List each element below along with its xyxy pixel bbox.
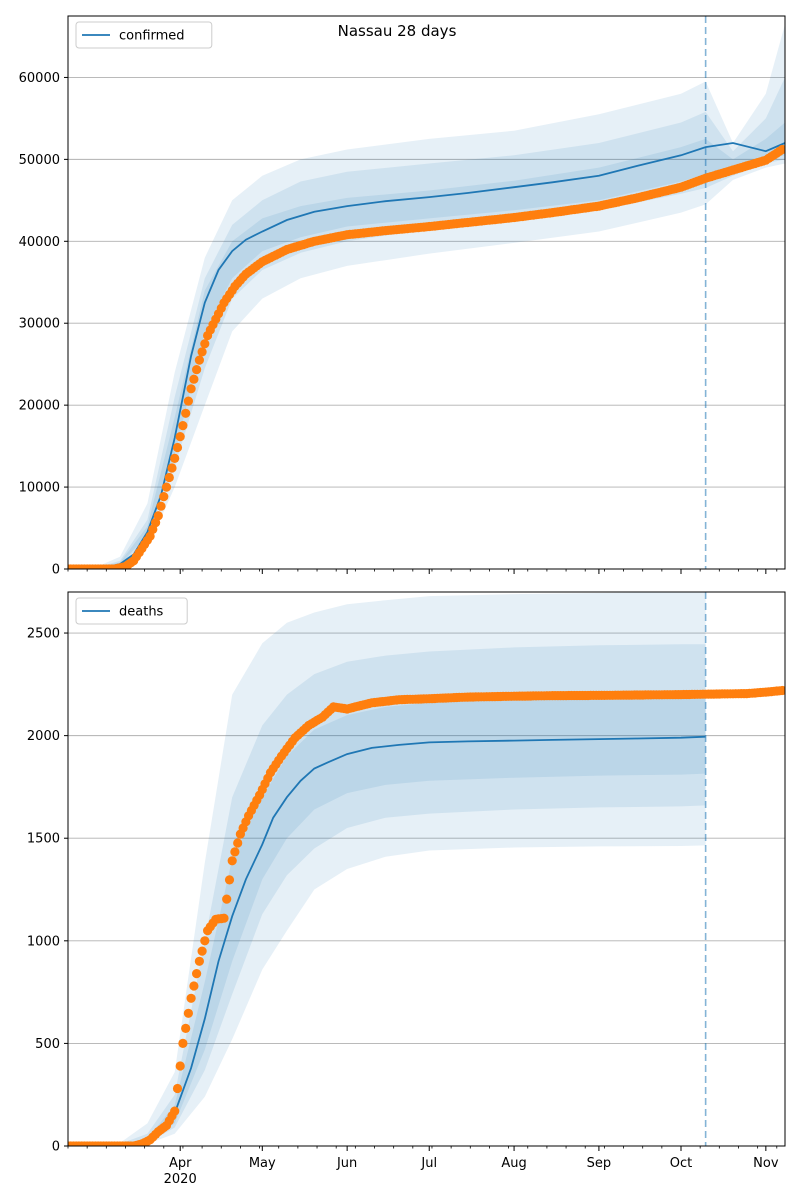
y-tick-label: 2000 <box>27 729 60 744</box>
y-tick-label: 0 <box>52 1140 60 1155</box>
x-tick-label: Jul <box>420 1156 437 1171</box>
y-tick-label: 1000 <box>27 934 60 949</box>
legend-box <box>75 597 188 625</box>
observed-point <box>197 946 207 956</box>
x-tick-label: Aug <box>501 1156 526 1171</box>
observed-point <box>183 396 193 406</box>
observed-point <box>200 339 210 349</box>
observed-point <box>170 1106 180 1116</box>
y-tick-label: 500 <box>35 1037 60 1052</box>
observed-point <box>224 875 235 885</box>
x-tick-label: Apr <box>169 1156 192 1171</box>
observed-point <box>181 1023 191 1033</box>
observed-point <box>189 981 199 991</box>
observed-point <box>197 347 207 357</box>
observed-point <box>194 355 204 365</box>
observed-point <box>183 1008 193 1018</box>
observed-point <box>181 408 191 418</box>
y-tick-label: 20000 <box>19 399 60 414</box>
legend-label: confirmed <box>119 29 185 44</box>
observed-point <box>153 511 163 521</box>
axes-frame <box>67 591 786 1147</box>
uncertainty-band-middle <box>68 644 706 1146</box>
x-tick-label: Oct <box>670 1156 692 1171</box>
observed-point <box>219 913 229 923</box>
observed-point <box>200 936 210 946</box>
model-line-deaths <box>68 735 706 1146</box>
observed-point <box>222 894 232 904</box>
observed-point <box>172 1083 183 1094</box>
plot-area <box>68 16 785 569</box>
observed-point <box>172 442 183 453</box>
observed-point <box>167 463 177 473</box>
observed-points <box>68 685 785 1146</box>
y-tick-label: 0 <box>52 563 60 578</box>
y-tick-label: 10000 <box>19 481 60 496</box>
observed-point <box>777 144 785 155</box>
figure-title: Nassau 28 days <box>338 22 457 40</box>
observed-point <box>189 374 199 384</box>
axes-frame <box>67 15 786 570</box>
observed-point <box>156 501 166 511</box>
observed-point <box>233 838 243 848</box>
observed-point <box>175 432 185 442</box>
observed-point <box>164 472 174 483</box>
uncertainty-band-outer <box>68 24 785 569</box>
observed-point <box>178 1038 188 1048</box>
observed-point <box>777 685 785 696</box>
y-tick-label: 40000 <box>19 235 60 250</box>
observed-point <box>192 365 202 375</box>
observed-point <box>192 969 202 979</box>
y-tick-label: 1500 <box>27 832 60 847</box>
observed-point <box>186 993 196 1003</box>
observed-point <box>151 518 161 528</box>
observed-points <box>68 144 785 569</box>
legend-label: deaths <box>119 605 164 620</box>
x-tick-label: May <box>249 1156 276 1171</box>
legend-box <box>75 21 213 49</box>
y-tick-label: 2500 <box>27 627 60 642</box>
deaths-panel: 0 500 1000 1500 2000 2500 Apr May Jun Jul Aug Sep Oc… <box>27 591 786 1187</box>
observed-point <box>186 384 196 394</box>
x-tick-label: Nov <box>753 1156 779 1171</box>
plot-area <box>68 592 785 1146</box>
uncertainty-band-inner <box>68 695 706 1146</box>
x-tick-label: Sep <box>587 1156 612 1171</box>
observed-point <box>230 847 240 857</box>
uncertainty-band-inner <box>68 122 785 569</box>
y-tick-label: 30000 <box>19 317 60 332</box>
observed-point <box>194 956 204 966</box>
observed-point <box>159 492 169 502</box>
observed-point <box>178 421 188 431</box>
y-tick-label: 60000 <box>19 71 60 86</box>
confirmed-panel: 0 10000 20000 30000 40000 50000 60000 confirmed <box>19 15 786 578</box>
x-year-label: 2020 <box>164 1172 197 1187</box>
legend: deaths <box>75 597 188 625</box>
observed-point <box>227 856 237 866</box>
observed-point <box>175 1061 185 1071</box>
x-tick-label: Jun <box>336 1156 357 1171</box>
observed-point <box>170 453 180 463</box>
y-tick-label: 50000 <box>19 153 60 168</box>
legend: confirmed <box>75 21 213 49</box>
observed-point <box>161 482 172 492</box>
model-line-confirmed <box>68 142 785 569</box>
uncertainty-band-outer <box>68 592 706 1146</box>
